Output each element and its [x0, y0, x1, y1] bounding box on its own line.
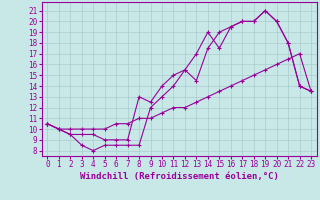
X-axis label: Windchill (Refroidissement éolien,°C): Windchill (Refroidissement éolien,°C) [80, 172, 279, 181]
